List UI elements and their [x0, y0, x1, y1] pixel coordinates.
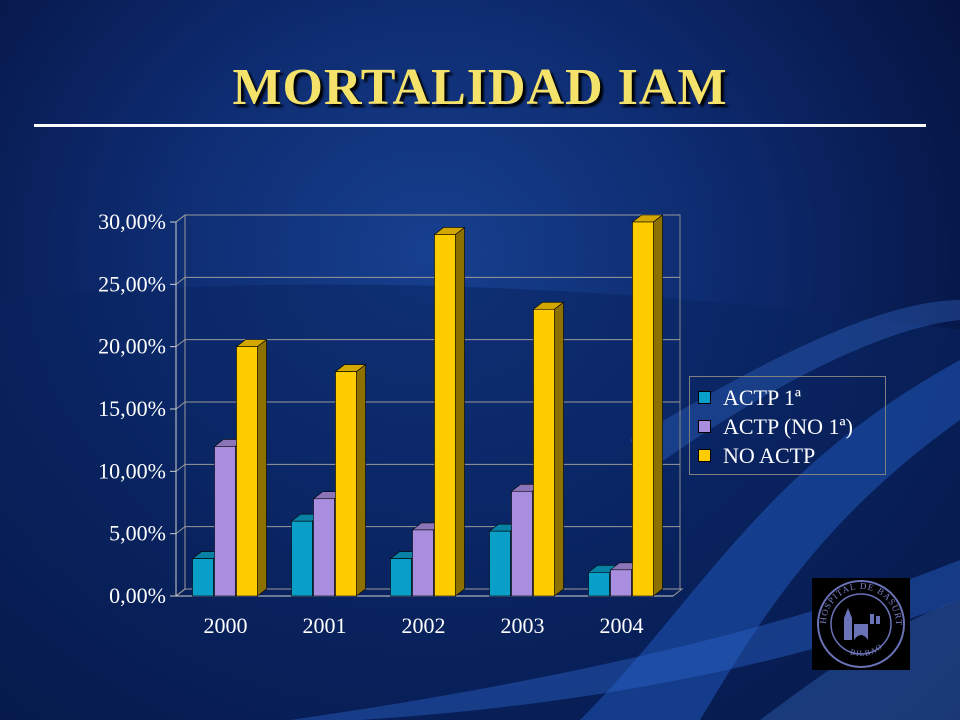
bar-side — [257, 339, 267, 597]
legend-item: NO ACTP — [698, 441, 885, 470]
x-tick-label: 2000 — [204, 613, 248, 638]
legend-item: ACTP (NO 1ª) — [698, 412, 885, 441]
legend-item: ACTP 1ª — [698, 383, 885, 412]
slide-title: MORTALIDAD IAM — [232, 59, 728, 116]
bar — [588, 572, 610, 597]
bar — [192, 558, 214, 597]
gridline-diagonal — [175, 339, 186, 348]
x-axis-tick-labels: 2000 2001 2002 2003 2004 — [204, 613, 644, 638]
legend-label: ACTP 1ª — [723, 384, 801, 410]
legend-swatch-icon — [698, 391, 711, 404]
bar — [291, 520, 313, 597]
chart-bars — [191, 214, 664, 597]
bar-side — [356, 363, 366, 597]
bar — [335, 371, 357, 597]
x-tick-label: 2004 — [600, 613, 644, 638]
x-tick-label: 2003 — [501, 613, 545, 638]
gridline-diagonal — [175, 401, 186, 410]
bar — [489, 530, 511, 597]
legend-label: ACTP (NO 1ª) — [723, 413, 853, 439]
gridline-diagonal — [175, 526, 186, 535]
bar-side — [554, 301, 564, 597]
legend-swatch-icon — [698, 420, 711, 433]
x-tick-label: 2002 — [402, 613, 446, 638]
chart-legend: ACTP 1ª ACTP (NO 1ª) NO ACTP — [689, 376, 886, 475]
bar — [511, 490, 533, 597]
bar — [412, 529, 434, 597]
y-tick-label: 15,00% — [98, 396, 166, 421]
hospital-de-basurto-seal-icon: HOSPITAL DE BASURTO BILBAO — [808, 570, 910, 670]
bar — [236, 346, 258, 597]
bar-side — [455, 226, 465, 597]
title-divider — [34, 124, 926, 127]
bar — [214, 446, 236, 597]
svg-text:BILBAO: BILBAO — [849, 642, 884, 658]
y-tick-label: 0,00% — [109, 583, 166, 608]
bar — [390, 558, 412, 597]
y-tick-label: 5,00% — [109, 521, 166, 546]
legend-swatch-icon — [698, 449, 711, 462]
legend-label: NO ACTP — [723, 442, 816, 468]
bar — [313, 498, 335, 597]
y-axis-tick-labels: 0,00% 5,00% 10,00% 15,00% 20,00% 25,00% 30,00% — [98, 209, 166, 608]
bar — [434, 234, 456, 597]
gridline-diagonal — [175, 463, 186, 472]
bar — [632, 221, 654, 597]
x-tick-label: 2001 — [303, 613, 347, 638]
y-tick-label: 20,00% — [98, 334, 166, 359]
bar — [533, 308, 555, 597]
y-tick-label: 30,00% — [98, 209, 166, 234]
y-tick-label: 10,00% — [98, 458, 166, 483]
gridline-diagonal — [175, 276, 186, 285]
bar — [610, 569, 632, 597]
y-tick-label: 25,00% — [98, 271, 166, 296]
bar-side — [653, 214, 663, 597]
